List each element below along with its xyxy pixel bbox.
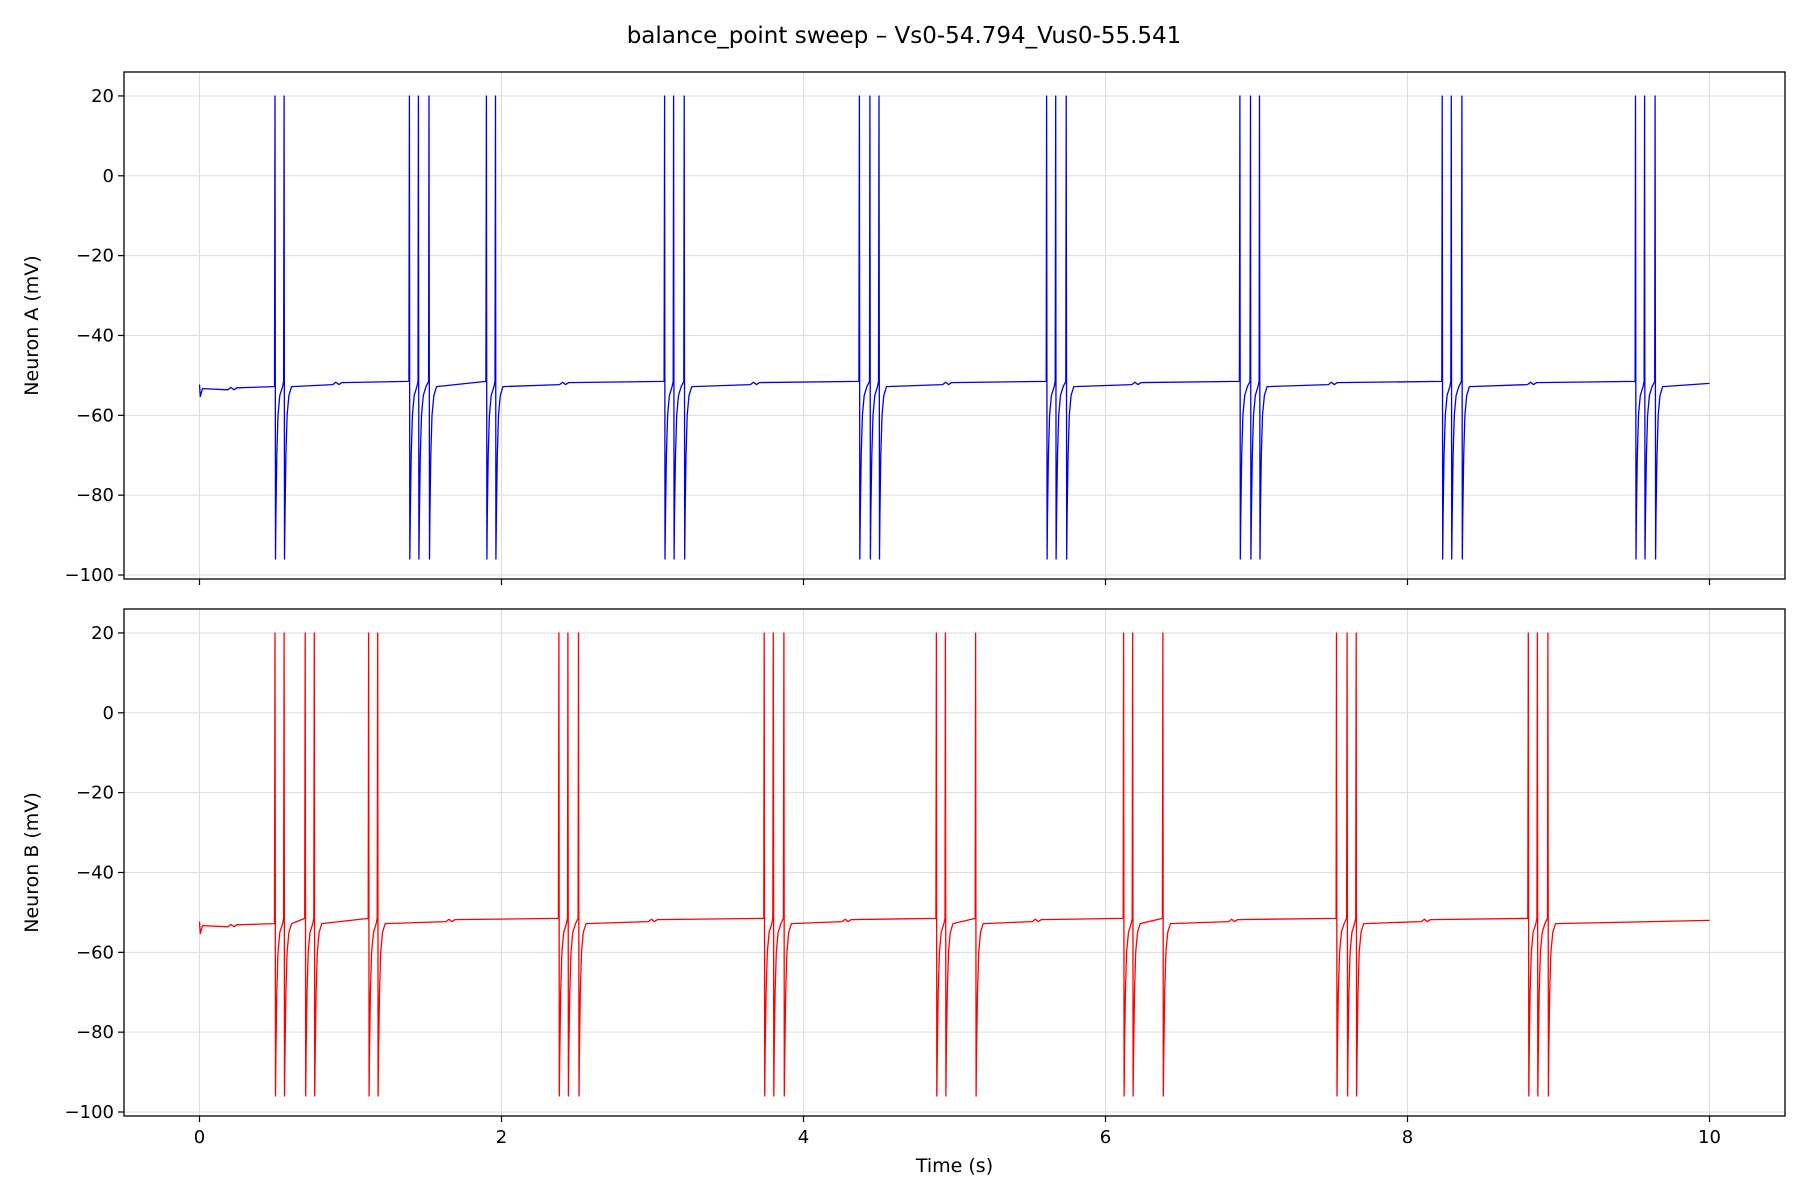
neuron-a-ytick-label: −60 [76, 405, 114, 426]
neuron-b-xtick-label: 10 [1698, 1127, 1721, 1148]
neuron-b-xlabel: Time (s) [915, 1155, 993, 1177]
neuron-a-ytick-label: −20 [76, 246, 114, 267]
neuron-b-axes-frame [123, 608, 1786, 1117]
neuron-b-trace [198, 632, 1710, 1097]
neuron-b-xtick-label: 8 [1402, 1127, 1413, 1148]
neuron-b-ylabel: Neuron B (mV) [21, 792, 43, 932]
neuron-a-ytick-label: −80 [76, 485, 114, 506]
neuron-b-xtick-label: 6 [1100, 1127, 1111, 1148]
figure-title: balance_point sweep – Vs0-54.794_Vus0-55… [627, 23, 1182, 49]
neuron-a-ytick-label: 0 [103, 166, 114, 187]
neuron-b-ytick-label: −40 [76, 862, 114, 883]
neuron-b-xtick-label: 2 [496, 1127, 507, 1148]
neuron-a-ytick-label: −40 [76, 325, 114, 346]
panel-neuron-a: 20 0 −20 −40 −60 −80 −100 Neuron A (mV) [21, 71, 1786, 586]
neuron-a-ylabel: Neuron A (mV) [21, 255, 43, 395]
panel-neuron-b: 0 2 4 6 8 10 20 0 −20 −40 −60 −80 −100 Neuron B (mV) T… [21, 608, 1786, 1177]
neuron-a-ytick-label: 20 [91, 86, 114, 107]
neuron-a-trace [198, 95, 1710, 560]
neuron-b-xtick-label: 0 [194, 1127, 205, 1148]
neuron-b-xtick-label: 4 [798, 1127, 809, 1148]
neuron-b-ytick-label: 0 [103, 703, 114, 724]
neuron-a-ytick-label: −100 [65, 565, 114, 586]
neuron-a-axes-frame [123, 71, 1786, 580]
neuron-b-ytick-label: 20 [91, 623, 114, 644]
neuron-b-ytick-label: −60 [76, 942, 114, 963]
neuron-b-ytick-label: −80 [76, 1022, 114, 1043]
neuron-b-ytick-label: −100 [65, 1102, 114, 1123]
neuron-b-ytick-label: −20 [76, 783, 114, 804]
